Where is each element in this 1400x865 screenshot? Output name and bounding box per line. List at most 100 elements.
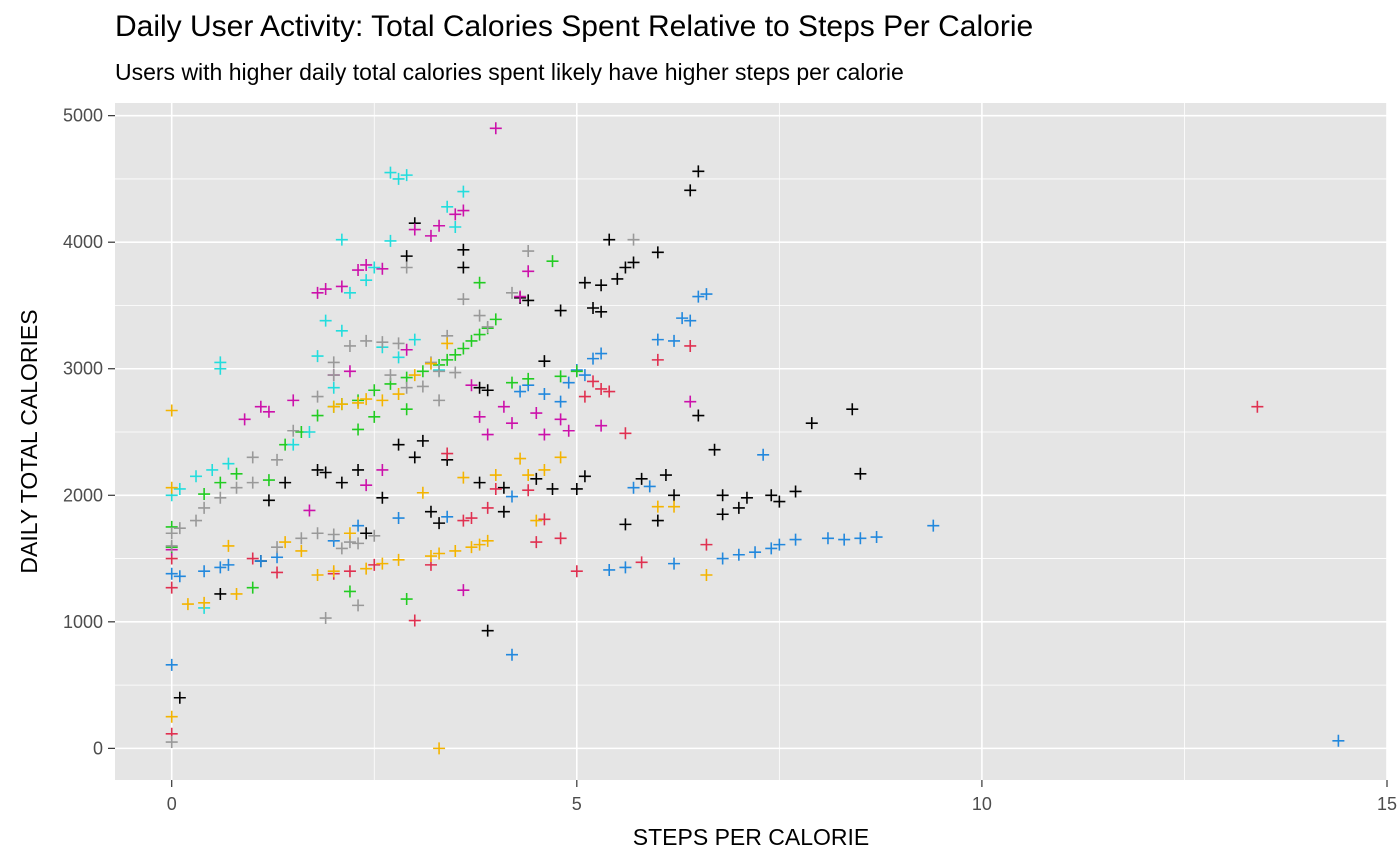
data-point — [352, 519, 365, 532]
axes: 0 5 10 15 0 1000 2000 3000 4000 5000 — [63, 106, 1397, 814]
data-point — [514, 290, 527, 303]
grid-major — [115, 103, 1388, 780]
data-point — [400, 593, 413, 606]
data-point — [587, 375, 600, 388]
data-point — [262, 405, 275, 418]
data-point — [595, 279, 608, 292]
data-point — [392, 553, 405, 566]
y-axis-title: DAILY TOTAL CALORIES — [16, 309, 42, 573]
data-point — [384, 234, 397, 247]
data-point — [489, 469, 502, 482]
data-point — [165, 481, 178, 494]
data-point — [489, 122, 502, 135]
data-point — [343, 565, 356, 578]
y-tick-label: 2000 — [63, 485, 103, 505]
data-point — [530, 536, 543, 549]
data-point — [603, 233, 616, 246]
data-point — [473, 476, 486, 489]
data-point — [376, 336, 389, 349]
data-point — [400, 381, 413, 394]
data-point — [554, 395, 567, 408]
x-axis-title: STEPS PER CALORIE — [633, 824, 869, 850]
data-point — [360, 562, 373, 575]
data-point — [376, 491, 389, 504]
data-point — [360, 479, 373, 492]
data-point — [352, 396, 365, 409]
data-point — [165, 539, 178, 552]
data-point — [692, 290, 705, 303]
data-point — [578, 276, 591, 289]
data-point — [376, 463, 389, 476]
data-point — [587, 352, 600, 365]
data-point — [603, 385, 616, 398]
data-point — [846, 403, 859, 416]
data-point — [360, 527, 373, 540]
data-point — [457, 185, 470, 198]
data-point — [578, 369, 591, 382]
data-point — [287, 394, 300, 407]
data-point — [368, 558, 381, 571]
data-point — [740, 491, 753, 504]
data-point — [416, 365, 429, 378]
data-point — [165, 404, 178, 417]
data-point — [457, 342, 470, 355]
data-point — [343, 365, 356, 378]
data-point — [749, 546, 762, 559]
data-point — [773, 538, 786, 551]
data-point — [214, 491, 227, 504]
data-point — [522, 469, 535, 482]
data-point — [805, 417, 818, 430]
data-point — [441, 447, 454, 460]
data-point — [295, 544, 308, 557]
data-point — [214, 587, 227, 600]
data-point — [416, 434, 429, 447]
data-point — [327, 528, 340, 541]
data-point — [554, 532, 567, 545]
data-point — [546, 482, 559, 495]
data-point — [838, 533, 851, 546]
data-point — [424, 550, 437, 563]
data-point — [222, 539, 235, 552]
data-point — [424, 505, 437, 518]
data-point — [692, 409, 705, 422]
y-tick-label: 4000 — [63, 232, 103, 252]
data-point — [489, 313, 502, 326]
data-point — [554, 413, 567, 426]
data-point — [668, 557, 681, 570]
y-tick-label: 0 — [93, 738, 103, 758]
data-point — [554, 304, 567, 317]
data-point — [821, 532, 834, 545]
data-point — [554, 451, 567, 464]
data-point — [635, 472, 648, 485]
data-point — [684, 395, 697, 408]
data-point — [165, 736, 178, 749]
x-tick-label: 15 — [1377, 794, 1397, 814]
data-point — [619, 561, 632, 574]
data-point — [279, 536, 292, 549]
data-point — [627, 481, 640, 494]
data-point — [238, 413, 251, 426]
data-point — [449, 221, 462, 234]
data-point — [522, 372, 535, 385]
data-point — [352, 423, 365, 436]
data-point — [392, 337, 405, 350]
data-point — [538, 513, 551, 526]
data-point — [497, 400, 510, 413]
data-point — [522, 294, 535, 307]
data-point — [457, 471, 470, 484]
data-point — [765, 489, 778, 502]
data-point — [214, 356, 227, 369]
data-point — [303, 504, 316, 517]
data-point — [870, 531, 883, 544]
data-point — [1251, 400, 1264, 413]
data-point — [457, 293, 470, 306]
data-point — [352, 599, 365, 612]
data-point — [376, 262, 389, 275]
data-point — [311, 409, 324, 422]
data-point — [392, 512, 405, 525]
data-point — [481, 384, 494, 397]
data-point — [481, 534, 494, 547]
data-point — [327, 400, 340, 413]
data-point — [400, 250, 413, 263]
data-point — [360, 334, 373, 347]
